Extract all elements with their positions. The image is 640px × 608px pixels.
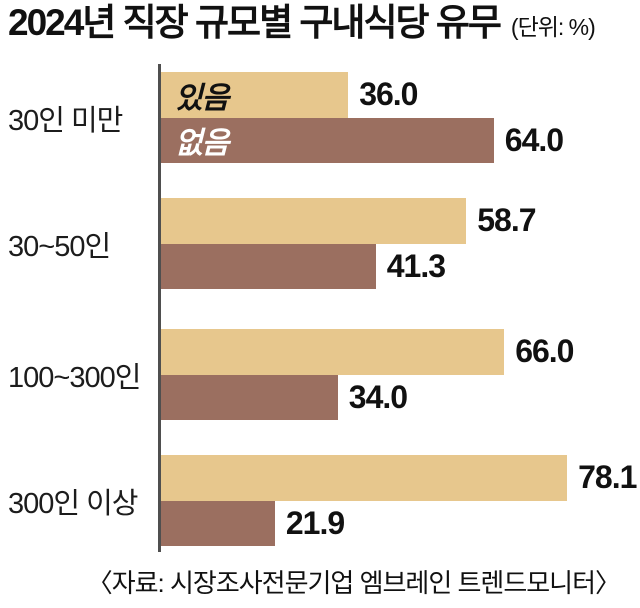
value-label-no-group-2: 34.0 — [348, 378, 408, 415]
bar-yes-group-0: 있음 — [161, 72, 349, 118]
series-label-yes: 있음 — [175, 81, 229, 115]
source-credit: 〈자료: 시장조사전문기업 엠브레인 트렌드모니터〉 — [86, 568, 621, 598]
category-label-1: 30~50인 — [8, 230, 111, 263]
bar-yes-group-3 — [161, 455, 568, 501]
bar-no-group-1 — [161, 243, 376, 289]
bar-yes-group-2 — [161, 329, 505, 375]
category-label-2: 100~300인 — [8, 361, 141, 394]
bar-no-group-2 — [161, 374, 338, 420]
chart-title: 2024년 직장 규모별 구내식당 유무 — [8, 2, 502, 43]
value-label-no-group-1: 41.3 — [386, 247, 446, 284]
value-label-no-group-3: 21.9 — [285, 504, 345, 541]
bar-no-group-0: 없음 — [161, 117, 494, 163]
chart-unit-label: (단위: %) — [510, 14, 596, 40]
bar-yes-group-1 — [161, 198, 467, 244]
category-label-3: 300인 이상 — [8, 487, 138, 520]
value-label-yes-group-2: 66.0 — [515, 333, 574, 370]
category-label-0: 30인 미만 — [8, 104, 123, 137]
chart-header: 2024년 직장 규모별 구내식당 유무 (단위: %) — [8, 0, 596, 46]
vertical-axis-line — [158, 64, 161, 552]
value-label-no-group-0: 64.0 — [504, 121, 564, 158]
value-label-yes-group-0: 36.0 — [359, 76, 418, 113]
series-label-no: 없음 — [175, 127, 229, 161]
value-label-yes-group-3: 78.1 — [578, 459, 637, 496]
value-label-yes-group-1: 58.7 — [477, 202, 536, 239]
bar-no-group-3 — [161, 500, 275, 546]
